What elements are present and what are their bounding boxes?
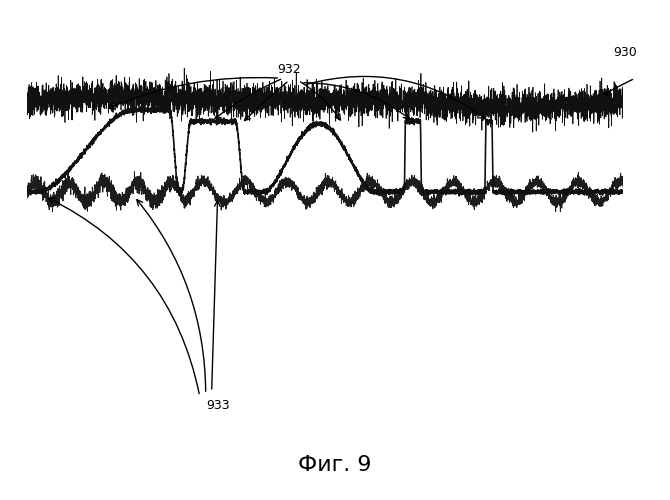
Text: Фиг. 9: Фиг. 9: [298, 455, 372, 475]
Text: 930: 930: [613, 46, 636, 59]
Text: 932: 932: [277, 63, 301, 76]
Text: 933: 933: [206, 399, 229, 412]
